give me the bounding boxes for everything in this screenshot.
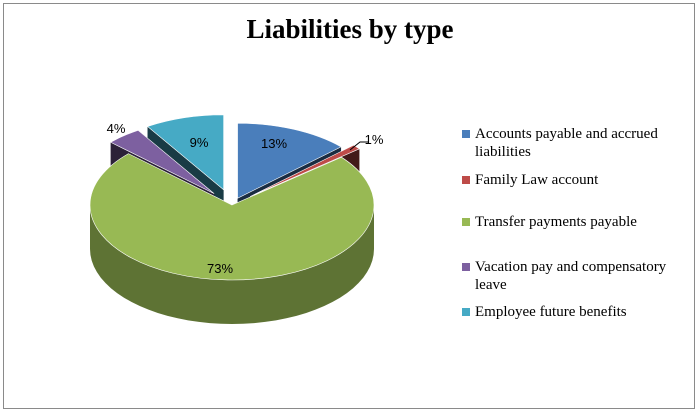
pie-slice (89, 153, 375, 324)
legend-swatch (462, 263, 470, 271)
slice-top-face (89, 153, 375, 281)
slice-top-face (249, 144, 361, 197)
legend-swatch (462, 218, 470, 226)
data-label: 73% (207, 261, 233, 276)
legend-label: Vacation pay and compensatory leave (475, 259, 667, 293)
legend-label: Accounts payable and accrued liabilities (475, 126, 658, 160)
slice-top-face (146, 114, 224, 191)
slice-outer-wall (90, 205, 374, 324)
legend-swatch (462, 130, 470, 138)
data-label: 9% (190, 135, 209, 150)
legend-label: Family Law account (475, 172, 599, 188)
slice-top-face (237, 122, 342, 199)
data-label: 4% (107, 121, 126, 136)
legend-label: Transfer payments payable (475, 214, 637, 230)
chart-title: Liabilities by type (246, 14, 454, 44)
data-label: 13% (261, 136, 287, 151)
legend-swatch (462, 308, 470, 316)
leader-line (349, 141, 368, 151)
legend-swatch (462, 176, 470, 184)
legend-label: Employee future benefits (475, 304, 627, 320)
slice-top-face (109, 129, 215, 194)
data-label: 1% (365, 132, 384, 147)
